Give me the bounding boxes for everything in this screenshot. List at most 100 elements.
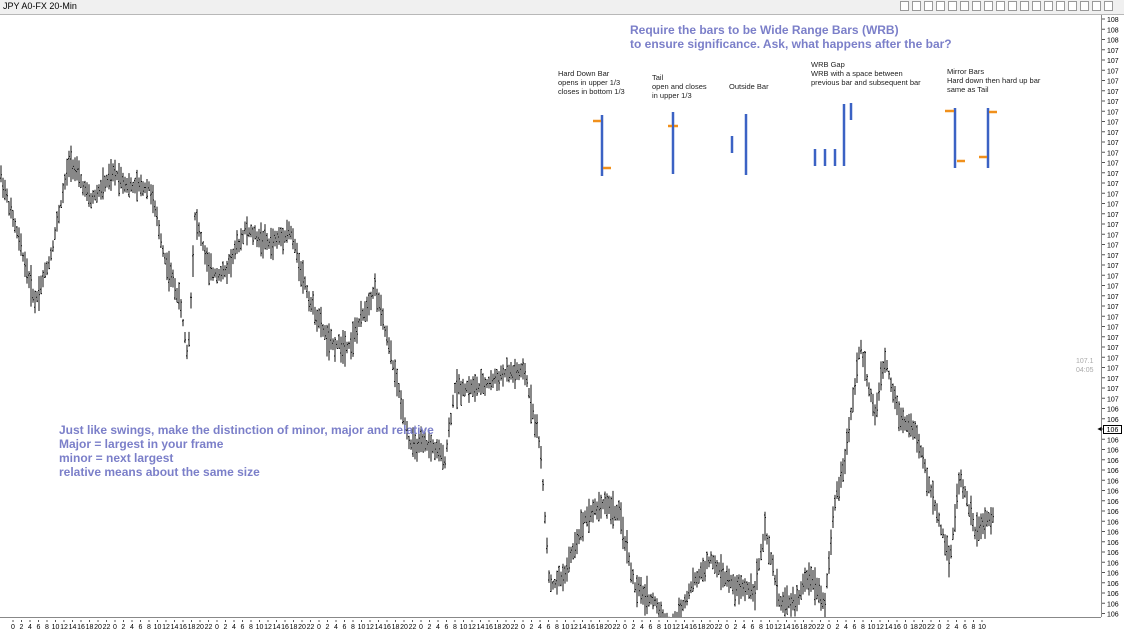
fib-icon[interactable] xyxy=(996,1,1005,11)
price-bar xyxy=(212,267,214,280)
price-bar xyxy=(762,534,764,552)
up-down-icon[interactable] xyxy=(1092,1,1101,11)
price-bar xyxy=(80,174,82,188)
price-bar xyxy=(138,177,140,191)
price-bar xyxy=(36,291,38,302)
price-bar xyxy=(436,439,438,458)
brush-icon[interactable] xyxy=(972,1,981,11)
price-bar xyxy=(944,534,946,555)
price-bar xyxy=(382,308,384,329)
price-bar xyxy=(210,253,212,280)
price-bar xyxy=(532,404,534,419)
arrow-icon[interactable] xyxy=(1056,1,1065,11)
readout-price: 107.1 xyxy=(1076,357,1094,366)
price-bar xyxy=(132,182,134,193)
price-bar xyxy=(298,253,300,281)
tail-label-line-3: in upper 1/3 xyxy=(652,91,707,100)
price-bar xyxy=(466,381,468,393)
price-bar xyxy=(238,239,240,252)
price-bar xyxy=(486,379,488,388)
price-bar xyxy=(554,579,556,588)
price-bar xyxy=(310,297,312,312)
price-bar xyxy=(374,273,376,296)
crosshair-icon[interactable] xyxy=(924,1,933,11)
line-icon[interactable] xyxy=(960,1,969,11)
price-axis-ticks: 1081081081071071071071071071071071071071… xyxy=(1102,15,1124,617)
hard-down-label-line-2: opens in upper 1/3 xyxy=(558,78,625,87)
price-bar xyxy=(148,181,150,191)
price-bar xyxy=(652,593,654,610)
cloud-icon[interactable] xyxy=(900,1,909,11)
price-bar xyxy=(400,390,402,419)
pencil-icon[interactable] xyxy=(936,1,945,11)
price-bar xyxy=(848,417,850,442)
price-bar xyxy=(182,319,184,326)
price-bar xyxy=(656,598,658,613)
chart-canvas xyxy=(0,15,1101,617)
price-tick-label: 107 xyxy=(1107,202,1119,209)
price-bar xyxy=(850,408,852,420)
price-bar xyxy=(720,554,722,590)
price-chart[interactable]: Require the bars to be Wide Range Bars (… xyxy=(0,15,1101,617)
line-tool-icon[interactable] xyxy=(984,1,993,11)
zigzag-icon[interactable] xyxy=(1080,1,1089,11)
price-bar xyxy=(568,547,570,572)
price-bar xyxy=(516,362,518,380)
hard-down-label-line-3: closes in bottom 1/3 xyxy=(558,87,625,96)
price-bar xyxy=(582,512,584,541)
price-bar xyxy=(702,558,704,582)
price-bar xyxy=(916,425,918,453)
rectangle-icon[interactable] xyxy=(1044,1,1053,11)
price-bar xyxy=(62,183,64,203)
price-bar xyxy=(534,414,536,437)
price-bar xyxy=(704,561,706,582)
price-bar xyxy=(480,369,482,395)
price-bar xyxy=(524,363,526,385)
price-bar xyxy=(650,594,652,605)
target-icon[interactable] xyxy=(912,1,921,11)
chart-title-bar: JPY A0-FX 20-Min xyxy=(0,0,1124,15)
text-n-icon[interactable] xyxy=(1008,1,1017,11)
price-bar xyxy=(518,364,520,380)
price-bar xyxy=(376,289,378,312)
price-bar xyxy=(932,481,934,515)
price-bar xyxy=(736,575,738,596)
price-bar xyxy=(644,584,646,615)
price-bar xyxy=(278,227,280,245)
price-bar xyxy=(66,159,68,186)
price-bar xyxy=(838,477,840,501)
price-bar xyxy=(384,326,386,337)
price-bar xyxy=(98,184,100,197)
ohlc-bars xyxy=(0,146,994,617)
wave-icon[interactable] xyxy=(1068,1,1077,11)
price-bar xyxy=(514,359,516,389)
price-bar xyxy=(588,499,590,533)
price-bar xyxy=(392,360,394,370)
price-bar xyxy=(302,260,304,294)
price-tick-label: 106 xyxy=(1107,581,1119,588)
price-tick-label: 107 xyxy=(1107,181,1119,188)
price-bar xyxy=(124,177,126,193)
bars-icon[interactable] xyxy=(1104,1,1113,11)
price-bar xyxy=(506,358,508,382)
price-bar xyxy=(94,190,96,201)
price-bar xyxy=(804,568,806,592)
price-bar xyxy=(594,498,596,515)
price-tick-label: 107 xyxy=(1107,284,1119,291)
price-bar xyxy=(654,596,656,606)
price-bar xyxy=(972,513,974,531)
ring-icon[interactable] xyxy=(1032,1,1041,11)
marker-icon[interactable] xyxy=(948,1,957,11)
price-tick-label: 106 xyxy=(1107,519,1119,526)
price-bar xyxy=(482,373,484,393)
price-bar xyxy=(716,560,718,577)
price-bar xyxy=(394,359,396,387)
price-tick-label: 107 xyxy=(1107,140,1119,147)
price-bar xyxy=(712,555,714,569)
price-bar xyxy=(270,228,272,259)
circle-icon[interactable] xyxy=(1020,1,1029,11)
price-bar xyxy=(638,577,640,596)
price-bar xyxy=(330,329,332,350)
